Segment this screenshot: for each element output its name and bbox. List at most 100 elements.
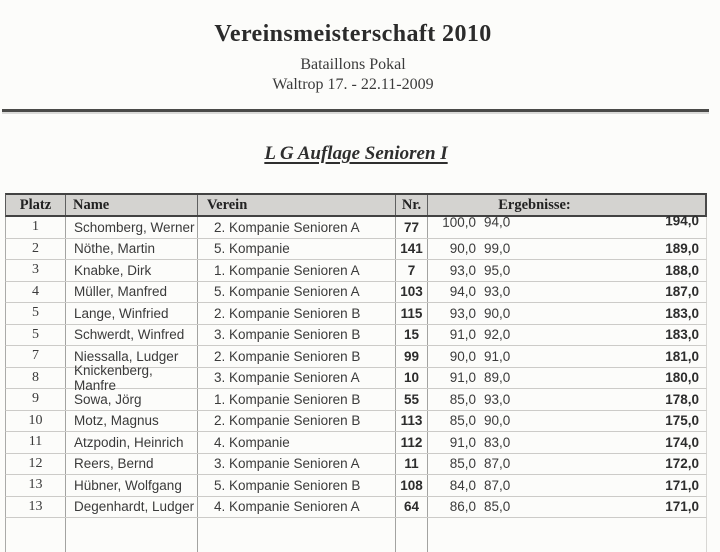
cell-platz: 10 (6, 410, 66, 431)
cell-ergebnisse: 91,0 92,0 183,0 (428, 325, 706, 346)
cell-name: Lange, Winfried (66, 303, 198, 324)
score-1: 85,0 (449, 413, 476, 429)
cell-nr (396, 518, 428, 552)
cell-platz: 13 (6, 496, 66, 517)
cell-name: Reers, Bernd (66, 453, 198, 474)
table-row: 9 Sowa, Jörg 1. Kompanie Senioren B 55 8… (5, 389, 707, 411)
score-2: 93,0 (484, 391, 511, 407)
cell-name: Atzpodin, Heinrich (66, 432, 198, 453)
score-1: 100,0 (442, 214, 477, 230)
column-header-nr: Nr. (396, 195, 428, 215)
cell-platz: 5 (6, 303, 66, 324)
cell-nr: 77 (396, 217, 428, 238)
score-2: 85,0 (484, 499, 511, 515)
cell-ergebnisse: 90,0 91,0 181,0 (428, 346, 706, 367)
cell-name: Niessalla, Ludger (66, 346, 198, 367)
score-1: 90,0 (449, 348, 476, 364)
cell-verein: 5. Kompanie Senioren B (198, 475, 396, 496)
score-1: 94,0 (449, 284, 476, 300)
cell-nr: 11 (396, 453, 428, 474)
cell-name: Motz, Magnus (66, 410, 198, 431)
score-2: 99,0 (484, 241, 511, 257)
cell-name: Sowa, Jörg (66, 389, 198, 410)
cell-verein: 5. Kompanie (198, 238, 396, 259)
cell-name: Knabke, Dirk (66, 260, 198, 281)
column-header-platz: Platz (6, 195, 66, 215)
column-header-name: Name (66, 195, 198, 215)
cell-ergebnisse: 93,0 95,0 188,0 (428, 260, 706, 281)
cell-platz: 2 (6, 238, 66, 259)
score-total: 181,0 (665, 348, 699, 364)
score-total: 183,0 (665, 305, 699, 321)
score-total: 180,0 (665, 370, 699, 386)
cell-ergebnisse: 90,0 99,0 189,0 (428, 239, 706, 260)
cell-ergebnisse: 91,0 89,0 180,0 (428, 368, 706, 389)
table-row: 3 Knabke, Dirk 1. Kompanie Senioren A 7 … (5, 260, 707, 282)
cell-nr: 55 (396, 389, 428, 410)
score-total: 188,0 (665, 262, 699, 278)
table-row: 13 Hübner, Wolfgang 5. Kompanie Senioren… (5, 475, 707, 497)
cell-name: Knickenberg, Manfre (66, 363, 198, 393)
cell-platz: 11 (6, 432, 66, 453)
table-row: 7 Niessalla, Ludger 2. Kompanie Senioren… (5, 346, 707, 368)
cell-name: Hübner, Wolfgang (66, 475, 198, 496)
cell-verein: 4. Kompanie Senioren A (198, 496, 396, 517)
cell-verein: 4. Kompanie (198, 432, 396, 453)
cell-verein: 5. Kompanie Senioren A (198, 281, 396, 302)
cell-nr: 64 (396, 496, 428, 517)
cell-verein: 2. Kompanie Senioren B (198, 303, 396, 324)
score-1: 91,0 (449, 434, 476, 450)
cell-verein (198, 518, 396, 552)
cell-verein: 3. Kompanie Senioren A (198, 453, 396, 474)
cell-nr: 15 (396, 324, 428, 345)
table-header-row: Platz Name Verein Nr. Ergebnisse: (5, 193, 707, 217)
cell-ergebnisse: 93,0 90,0 183,0 (428, 303, 706, 324)
score-1: 90,0 (449, 241, 476, 257)
cell-platz: 4 (6, 281, 66, 302)
cell-ergebnisse: 85,0 87,0 172,0 (428, 454, 706, 475)
score-1: 91,0 (449, 327, 476, 343)
score-2: 83,0 (484, 434, 511, 450)
score-2: 94,0 (483, 214, 511, 230)
cell-verein: 3. Kompanie Senioren B (198, 324, 396, 345)
table-row: 11 Atzpodin, Heinrich 4. Kompanie 112 91… (5, 432, 707, 454)
cell-ergebnisse: 85,0 90,0 175,0 (428, 411, 706, 432)
score-1: 93,0 (449, 305, 476, 321)
cell-nr: 141 (396, 238, 428, 259)
column-header-verein: Verein (198, 195, 396, 215)
section-heading-text: L G Auflage Senioren I (264, 143, 448, 164)
score-total: 172,0 (665, 456, 699, 472)
table-row: 4 Müller, Manfred 5. Kompanie Senioren A… (5, 281, 707, 303)
table-body: 1 Schomberg, Werner 2. Kompanie Senioren… (5, 213, 707, 552)
score-total: 187,0 (665, 284, 699, 300)
score-2: 95,0 (484, 262, 511, 278)
cell-nr: 112 (396, 432, 428, 453)
score-2: 91,0 (484, 348, 511, 364)
cell-ergebnisse: 86,0 85,0 171,0 (428, 497, 706, 518)
table-row-empty (5, 518, 707, 552)
table-row: 1 Schomberg, Werner 2. Kompanie Senioren… (5, 213, 707, 239)
results-table: Platz Name Verein Nr. Ergebnisse: 1 Scho… (5, 193, 707, 552)
score-1: 86,0 (449, 499, 476, 515)
document-header: Vereinsmeisterschaft 2010 Bataillons Pok… (0, 20, 706, 95)
cell-platz (6, 518, 66, 552)
cell-verein: 2. Kompanie Senioren B (198, 346, 396, 367)
score-2: 87,0 (484, 477, 511, 493)
table-row: 5 Schwerdt, Winfred 3. Kompanie Senioren… (5, 324, 707, 346)
cell-nr: 103 (396, 281, 428, 302)
score-2: 90,0 (484, 413, 511, 429)
subtitle-event: Bataillons Pokal (300, 56, 406, 73)
page-title: Vereinsmeisterschaft 2010 (214, 21, 492, 47)
cell-nr: 113 (396, 410, 428, 431)
score-total: 175,0 (665, 413, 699, 429)
score-total: 178,0 (665, 391, 699, 407)
score-2: 93,0 (484, 284, 511, 300)
cell-ergebnisse: 100,0 94,0 194,0 (428, 210, 706, 232)
subtitle-location-date: Waltrop 17. - 22.11-2009 (272, 76, 434, 93)
cell-nr: 115 (396, 303, 428, 324)
cell-nr: 7 (396, 260, 428, 281)
cell-platz: 3 (6, 260, 66, 281)
cell-ergebnisse (428, 518, 706, 552)
score-2: 89,0 (484, 370, 511, 386)
cell-nr: 108 (396, 475, 428, 496)
